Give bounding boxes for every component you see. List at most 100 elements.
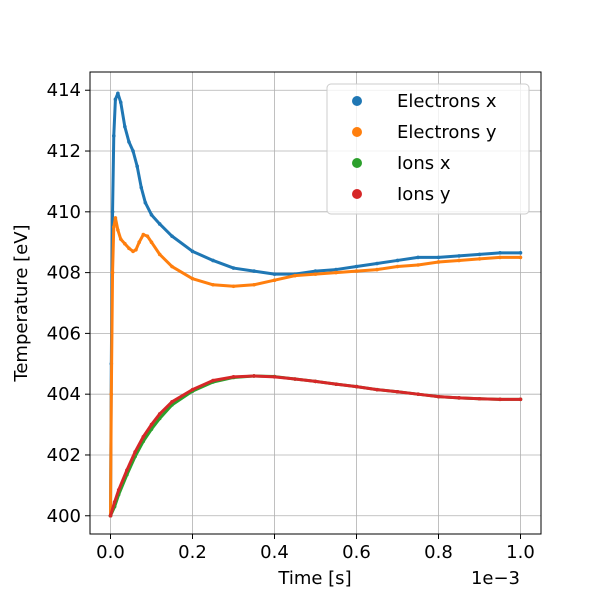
data-point (149, 240, 154, 245)
data-point (293, 377, 297, 381)
data-point (118, 237, 123, 241)
data-point (149, 422, 154, 427)
data-point (113, 97, 118, 102)
data-point (498, 251, 502, 255)
data-point (141, 232, 146, 237)
data-point (272, 272, 277, 276)
data-point (375, 267, 379, 272)
data-point (110, 210, 115, 214)
data-point (190, 387, 195, 392)
data-point (313, 272, 318, 276)
data-point (134, 248, 138, 252)
data-point (395, 389, 400, 394)
data-point (118, 100, 123, 105)
data-point (457, 396, 461, 400)
data-point (375, 387, 379, 392)
data-point (477, 257, 482, 261)
plot-frame (89, 71, 542, 535)
x-tick-label: 1.0 (506, 542, 535, 563)
x-tick-label: 0.6 (342, 542, 371, 563)
x-tick-label: 0.2 (178, 542, 207, 563)
data-point (231, 266, 236, 270)
data-point (111, 134, 116, 138)
data-point (293, 273, 297, 278)
data-point (334, 270, 338, 275)
y-tick-label: 412 (47, 141, 81, 162)
y-axis-label: Temperature [eV] (11, 224, 32, 382)
data-point (127, 140, 131, 144)
y-axis: 400 402 404 406 408 410 412 414 (47, 80, 90, 527)
data-point (211, 282, 215, 287)
data-point (518, 255, 523, 260)
data-point (252, 374, 256, 378)
x-offset-label: 1e−3 (471, 568, 520, 589)
data-point (436, 260, 441, 264)
legend-item-ions-x: Ions x (352, 153, 451, 174)
data-point (143, 200, 148, 205)
data-point (416, 392, 420, 396)
data-point (133, 450, 137, 454)
data-point (109, 392, 114, 396)
data-point (395, 264, 400, 269)
legend-marker (352, 158, 362, 168)
legend-item-ions-y: Ions y (352, 184, 451, 205)
data-point (131, 149, 135, 153)
data-point (127, 246, 131, 251)
data-point (272, 278, 277, 283)
data-point (135, 164, 139, 169)
data-point (518, 397, 523, 402)
data-point (190, 249, 195, 254)
legend-label: Electrons y (397, 122, 497, 143)
x-tick-label: 0.0 (96, 542, 125, 563)
legend-box (326, 83, 530, 215)
data-point (131, 249, 135, 254)
data-point (498, 397, 502, 402)
data-point (354, 264, 359, 269)
data-point (272, 375, 277, 379)
data-point (170, 264, 174, 269)
series-layer (108, 91, 523, 518)
legend-label: Ions x (397, 153, 451, 174)
data-point (477, 396, 482, 401)
data-point (157, 416, 162, 421)
data-point (139, 185, 144, 190)
y-tick-label: 414 (47, 80, 81, 101)
data-point (477, 252, 482, 257)
data-point (157, 252, 162, 257)
data-point (416, 255, 420, 260)
x-tick-label: 0.8 (424, 542, 453, 563)
legend-marker (352, 96, 362, 106)
data-point (141, 434, 146, 439)
legend-label: Electrons x (397, 91, 497, 112)
data-point (170, 234, 174, 238)
y-tick-label: 406 (47, 323, 81, 344)
legend-item-electrons-x: Electrons x (352, 91, 497, 112)
data-point (457, 254, 461, 258)
x-axis-label: Time [s] (277, 568, 351, 589)
data-point (211, 258, 215, 263)
data-point (108, 513, 113, 518)
data-point (252, 269, 256, 273)
legend-item-electrons-y: Electrons y (352, 122, 497, 143)
data-point (116, 228, 120, 232)
data-point (231, 284, 236, 289)
data-point (395, 258, 400, 263)
data-point (123, 241, 127, 246)
data-point (170, 399, 174, 404)
data-point (252, 282, 256, 287)
data-point (457, 258, 461, 263)
y-tick-label: 400 (47, 506, 81, 527)
data-point (116, 91, 120, 96)
data-point (125, 468, 129, 472)
data-point (334, 267, 338, 272)
data-point (116, 488, 121, 492)
data-point (157, 222, 162, 226)
data-point (518, 251, 523, 255)
series-ions-y (108, 374, 523, 518)
data-point (313, 269, 318, 273)
data-point (123, 124, 127, 129)
legend: Electrons x Electrons y Ions x Ions y (326, 83, 530, 215)
data-point (113, 216, 118, 220)
data-point (354, 384, 359, 389)
